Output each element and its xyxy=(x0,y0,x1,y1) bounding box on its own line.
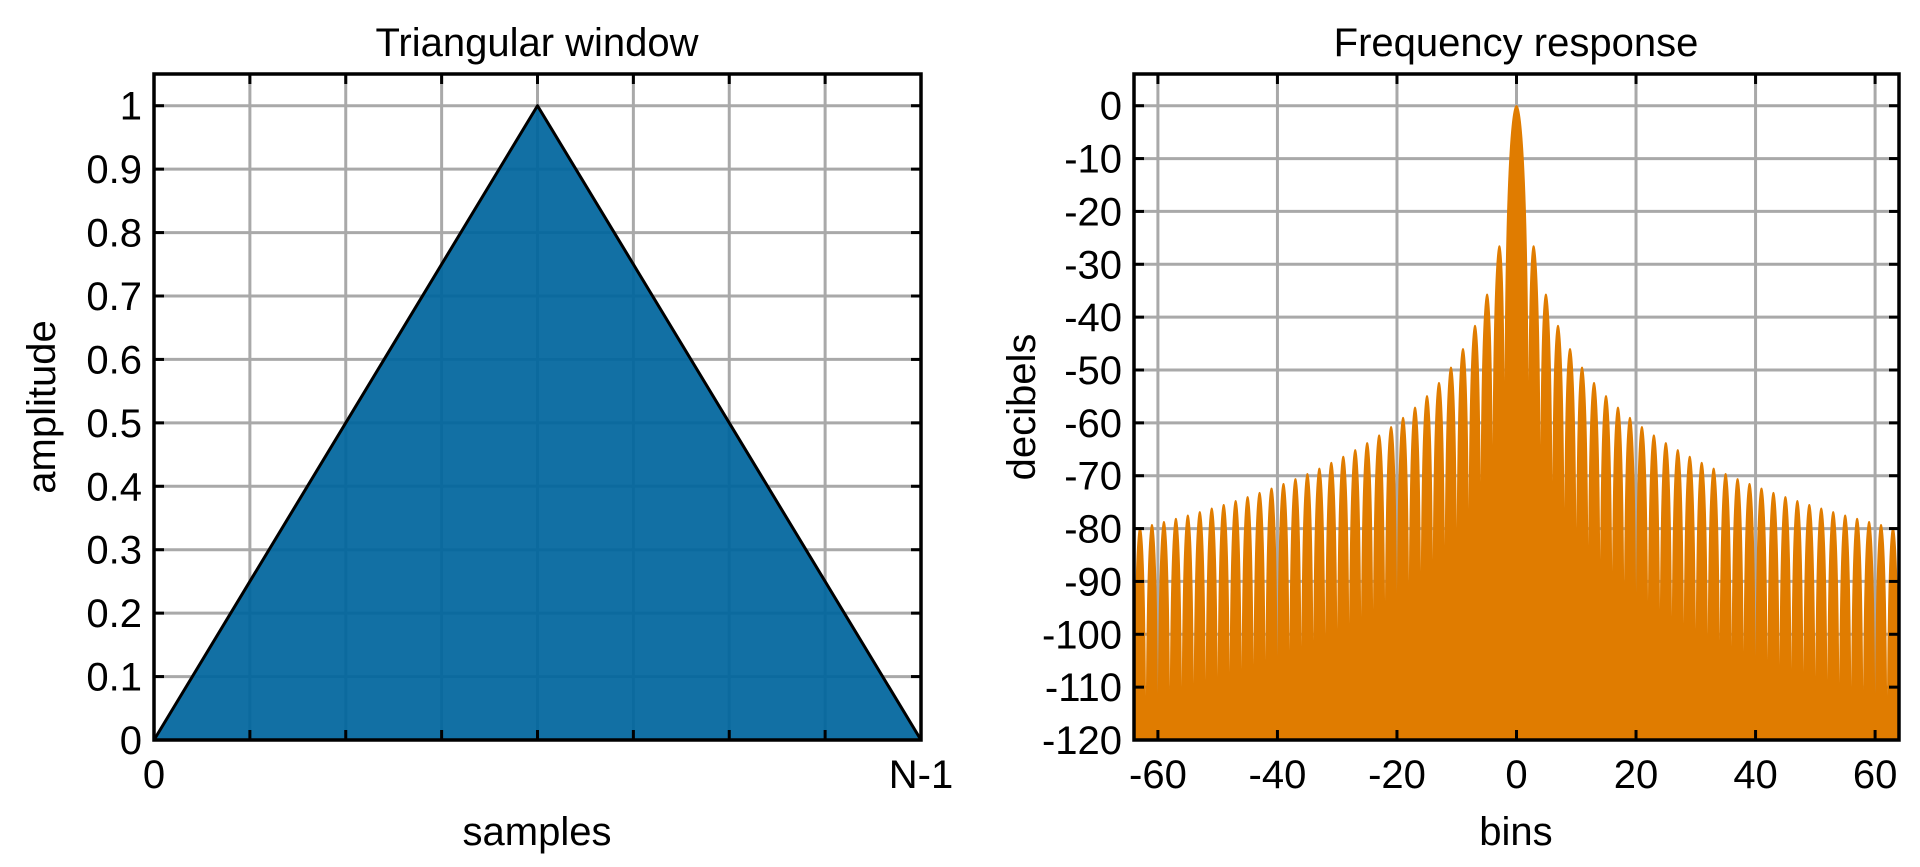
y-tick-label: 1 xyxy=(120,85,142,129)
y-tick-label: 0.4 xyxy=(86,465,142,509)
y-tick-label: -60 xyxy=(1064,402,1122,446)
x-tick-label: N-1 xyxy=(889,753,953,797)
y-tick-label: 0.6 xyxy=(86,338,142,382)
y-axis-label: amplitude xyxy=(20,320,64,493)
y-tick-label: -120 xyxy=(1042,719,1122,763)
x-tick-label: 0 xyxy=(1505,753,1527,797)
y-tick-label: 0 xyxy=(120,719,142,763)
x-tick-label: 60 xyxy=(1853,753,1898,797)
y-tick-label: -70 xyxy=(1064,455,1122,499)
x-axis-label: bins xyxy=(1479,810,1552,854)
y-tick-label: 0.9 xyxy=(86,148,142,192)
frequency-response-panel: Frequency response bins decibels 0 -10 -20… xyxy=(1000,21,1901,854)
y-tick-label: 0.3 xyxy=(86,529,142,573)
y-axis-label: decibels xyxy=(1000,334,1044,481)
chart-title: Triangular window xyxy=(375,21,698,65)
y-tick-label: -40 xyxy=(1064,296,1122,340)
y-tick-label: -20 xyxy=(1064,190,1122,234)
y-tick-label: -90 xyxy=(1064,560,1122,604)
y-tick-label: 0.8 xyxy=(86,212,142,256)
x-tick-label: 20 xyxy=(1614,753,1659,797)
x-tick-label: -20 xyxy=(1368,753,1426,797)
y-tick-label: 0.1 xyxy=(86,656,142,700)
y-tick-label: -100 xyxy=(1042,613,1122,657)
y-tick-label: 0 xyxy=(1100,85,1122,129)
y-tick-label: 0.5 xyxy=(86,402,142,446)
chart-title: Frequency response xyxy=(1334,21,1699,65)
y-tick-label: -30 xyxy=(1064,243,1122,287)
series-area xyxy=(1134,105,1899,740)
x-tick-label: 0 xyxy=(143,753,165,797)
y-tick-label: -50 xyxy=(1064,349,1122,393)
y-tick-label: 0.7 xyxy=(86,275,142,319)
y-tick-label: -110 xyxy=(1045,666,1122,710)
y-tick-label: -10 xyxy=(1064,138,1122,182)
x-tick-label: -40 xyxy=(1249,753,1307,797)
x-tick-label: -60 xyxy=(1129,753,1187,797)
triangular-window-panel: Triangular window samples amplitude 0 0.1… xyxy=(20,21,953,854)
x-tick-label: 40 xyxy=(1733,753,1778,797)
y-tick-label: 0.2 xyxy=(86,592,142,636)
y-tick-label: -80 xyxy=(1064,508,1122,552)
x-axis-label: samples xyxy=(463,810,612,854)
